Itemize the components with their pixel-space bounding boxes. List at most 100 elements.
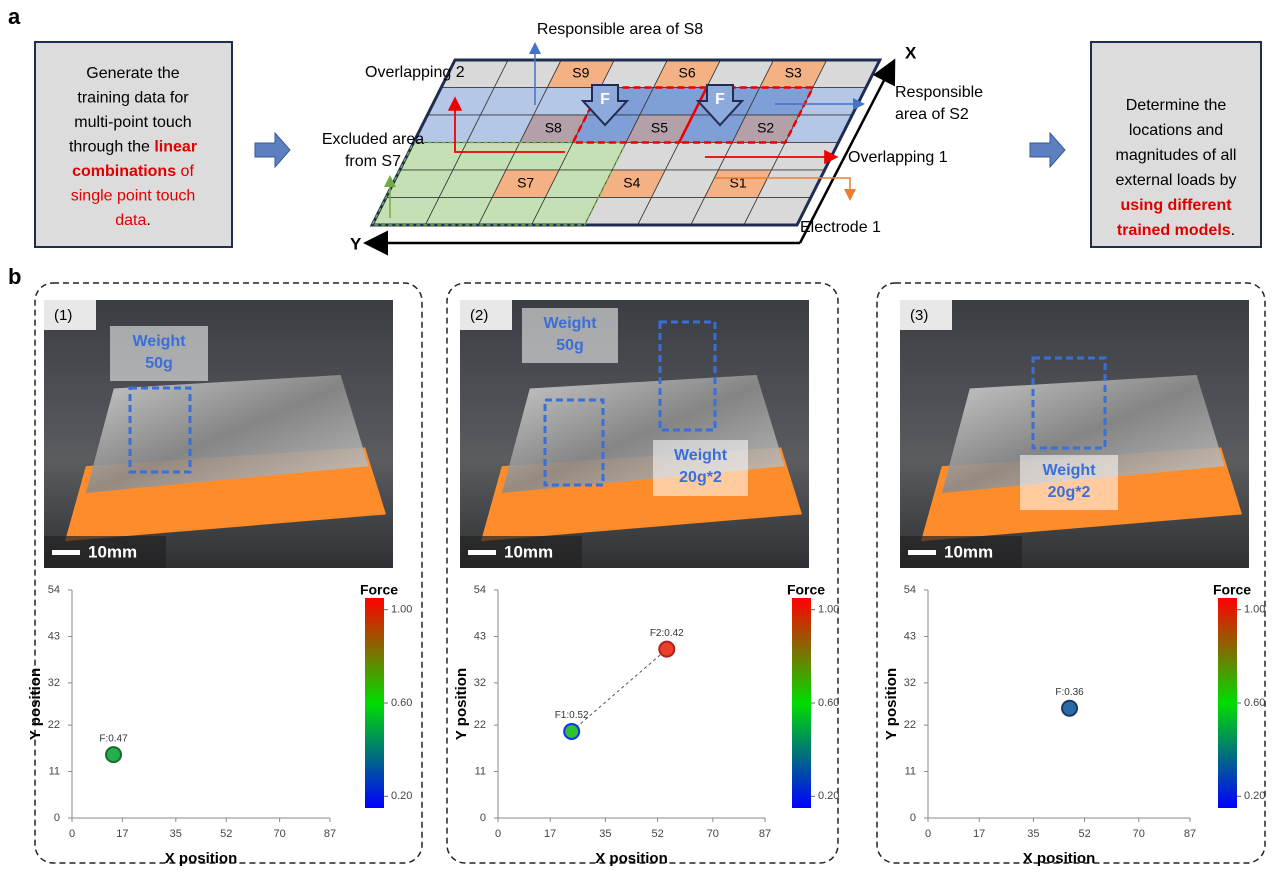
x-tick-label: 52	[220, 828, 232, 840]
box-line: through the linear	[69, 139, 197, 156]
annotation: Overlapping 2	[365, 64, 465, 81]
x-tick-label: 35	[170, 828, 182, 840]
text-run: data	[115, 212, 146, 229]
x-tick-label: 35	[599, 828, 611, 840]
x-tick-label: 87	[759, 828, 771, 840]
annotation: Electrode 1	[800, 219, 881, 236]
x-axis-label: X position	[1023, 850, 1096, 867]
colorbar-tick-label: 0.60	[391, 697, 412, 709]
text-run: using different	[1120, 197, 1232, 214]
text-run: trained models	[1117, 222, 1231, 239]
text-run: .	[1231, 222, 1235, 239]
box-line: single point touch	[71, 188, 196, 205]
scale-bar	[52, 550, 80, 555]
colorbar-title: Force	[787, 582, 825, 598]
x-tick-label: 0	[925, 828, 931, 840]
cell-label: S1	[729, 174, 746, 190]
scale-label: 10mm	[504, 542, 553, 561]
x-tick-label: 17	[116, 828, 128, 840]
callout-text: 50g	[556, 337, 584, 354]
cell-label: S9	[572, 64, 589, 80]
axis-name: X	[905, 43, 917, 62]
box-line: using different	[1120, 197, 1232, 214]
box-line: multi-point touch	[74, 114, 191, 131]
cell-label: S4	[623, 174, 640, 190]
text-run: linear	[154, 139, 197, 156]
x-tick-label: 87	[1184, 828, 1196, 840]
point-label: F2:0.42	[650, 628, 684, 639]
box-line: Generate the	[86, 65, 180, 82]
force-label: F	[715, 91, 725, 108]
text-run: multi-point touch	[74, 114, 191, 131]
y-tick-label: 54	[474, 584, 486, 596]
x-tick-label: 17	[544, 828, 556, 840]
text-run: single point touch	[71, 188, 196, 205]
colorbar	[1218, 598, 1237, 808]
y-tick-label: 43	[904, 630, 916, 642]
y-tick-label: 54	[904, 584, 916, 596]
colorbar-title: Force	[1213, 582, 1251, 598]
box-line: magnitudes of all	[1116, 147, 1237, 164]
cell-label: S5	[651, 119, 668, 135]
x-tick-label: 35	[1027, 828, 1039, 840]
y-axis-label: Y position	[27, 668, 44, 740]
point	[106, 747, 121, 762]
x-tick-label: 87	[324, 828, 336, 840]
photo-tag: (3)	[910, 307, 928, 324]
force-label: F	[600, 91, 610, 108]
y-tick-label: 11	[905, 765, 916, 777]
y-tick-label: 54	[48, 584, 60, 596]
x-tick-label: 0	[495, 828, 501, 840]
callout-text: Weight	[674, 447, 728, 464]
colorbar-tick-label: 0.20	[1244, 790, 1265, 802]
cell-label: S8	[545, 119, 562, 135]
colorbar-tick-label: 0.60	[818, 697, 839, 709]
cell-label: S6	[678, 64, 695, 80]
callout-text: Weight	[543, 315, 597, 332]
y-tick-label: 43	[474, 630, 486, 642]
colorbar-tick-label: 1.00	[391, 604, 412, 616]
panel-label: b	[8, 264, 21, 289]
panel-label: a	[8, 4, 21, 29]
cell-label: S3	[785, 64, 802, 80]
y-tick-label: 0	[54, 812, 60, 824]
y-tick-label: 22	[48, 719, 60, 731]
text-run: of	[176, 163, 194, 180]
colorbar-tick-label: 0.60	[1244, 697, 1265, 709]
point	[1062, 701, 1077, 716]
y-tick-label: 43	[48, 630, 60, 642]
annotation: Excluded area	[322, 131, 424, 148]
y-tick-label: 11	[475, 765, 486, 777]
text-run: magnitudes of all	[1116, 147, 1237, 164]
colorbar-tick-label: 1.00	[1244, 604, 1265, 616]
annotation: Overlapping 1	[848, 149, 948, 166]
colorbar-tick-label: 0.20	[391, 790, 412, 802]
scale-label: 10mm	[944, 542, 993, 561]
x-tick-label: 70	[273, 828, 285, 840]
x-tick-label: 70	[707, 828, 719, 840]
x-tick-label: 0	[69, 828, 75, 840]
text-run: through the	[69, 139, 154, 156]
callout-text: 50g	[145, 355, 173, 372]
x-axis-label: X position	[595, 850, 668, 867]
y-axis-label: Y position	[883, 668, 900, 740]
text-run: Generate the	[86, 65, 180, 82]
y-tick-label: 22	[904, 719, 916, 731]
point-label: F:0.36	[1055, 687, 1084, 698]
text-run: locations and	[1129, 122, 1223, 139]
point	[564, 724, 579, 739]
text-run: external loads by	[1116, 172, 1237, 189]
annotation: from S7	[345, 153, 401, 170]
y-tick-label: 32	[48, 677, 60, 689]
point-label: F1:0.52	[555, 710, 589, 721]
colorbar-tick-label: 1.00	[818, 604, 839, 616]
flow-arrow	[1030, 133, 1065, 167]
box-line: data.	[115, 212, 151, 229]
scale-label: 10mm	[88, 542, 137, 561]
scale-bar	[908, 550, 936, 555]
callout-text: 20g*2	[1048, 484, 1091, 501]
box-line: external loads by	[1116, 172, 1237, 189]
flow-arrow	[255, 133, 290, 167]
cell-label: S7	[517, 174, 534, 190]
callout-text: Weight	[1042, 462, 1096, 479]
